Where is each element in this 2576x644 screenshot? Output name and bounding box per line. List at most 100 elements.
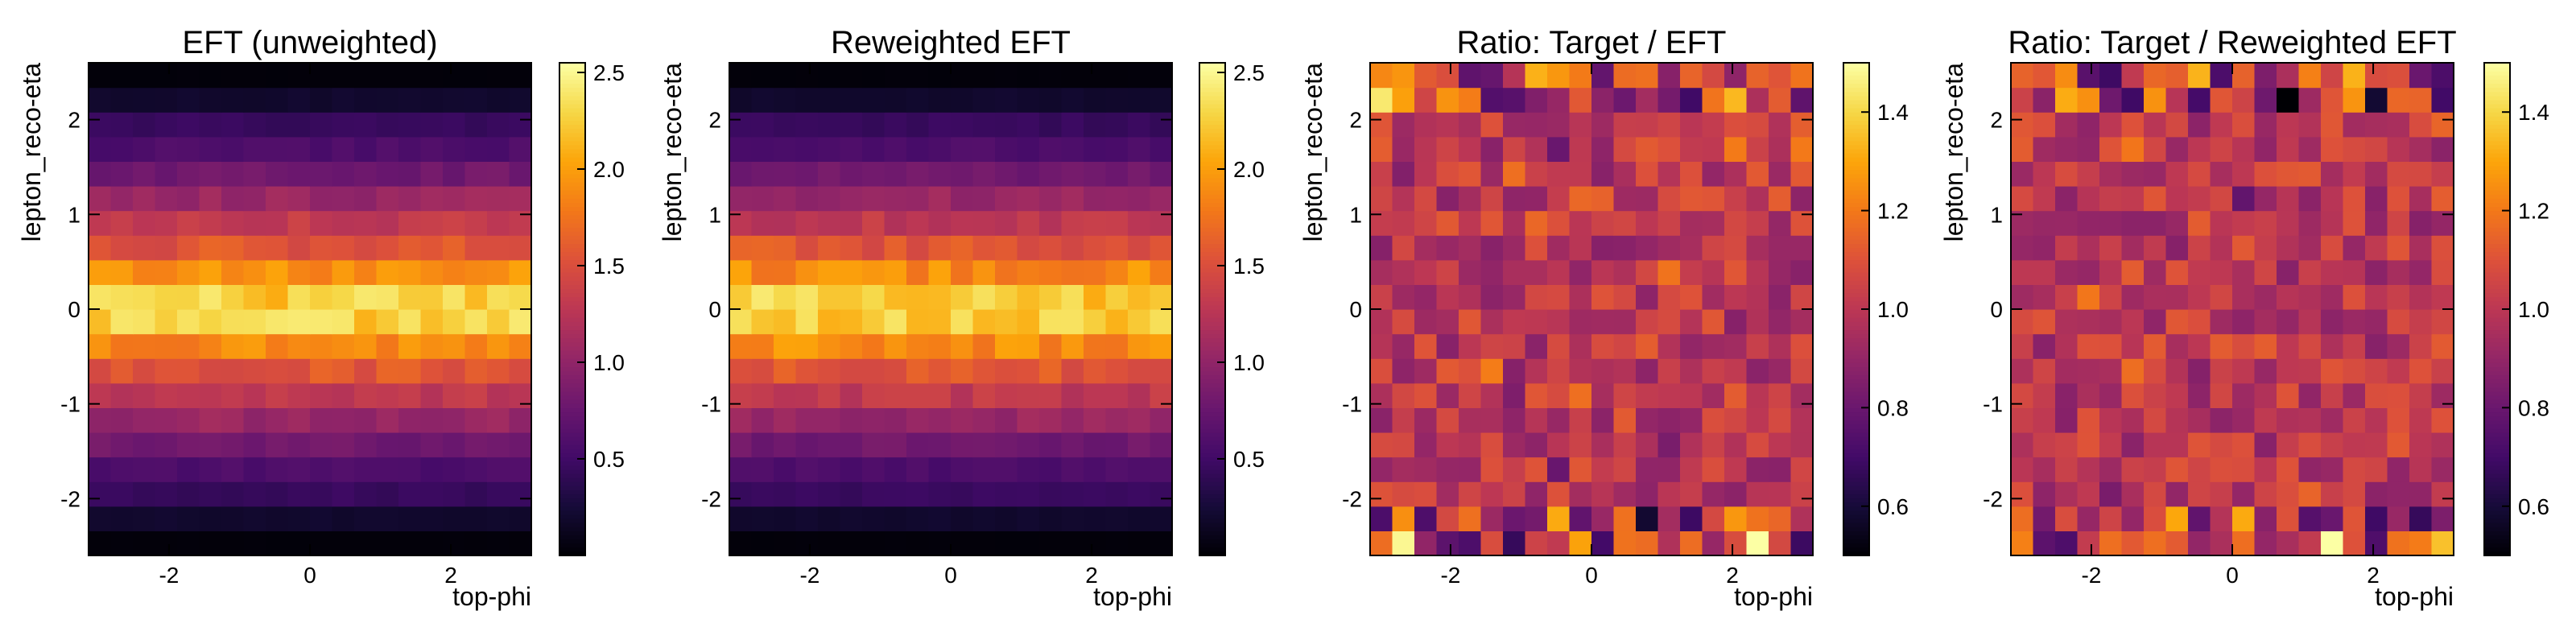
heatmap-cell: [1128, 456, 1151, 482]
heatmap-cell: [89, 136, 112, 162]
heatmap-cell: [774, 210, 797, 236]
heatmap-cell: [1084, 333, 1107, 359]
heatmap-cell: [2188, 407, 2211, 433]
heatmap-cell: [1039, 112, 1063, 138]
heatmap-cell: [2298, 456, 2322, 482]
colorbar-segment: [1843, 231, 1869, 236]
y-tick-label: -1: [1983, 392, 2003, 417]
heatmap-cell: [1017, 333, 1040, 359]
heatmap-cell: [177, 235, 200, 261]
heatmap-cell: [795, 506, 819, 531]
heatmap-cell: [1503, 186, 1526, 212]
heatmap-cell: [774, 432, 797, 458]
colorbar-segment: [1199, 247, 1225, 253]
heatmap-cell: [177, 63, 200, 89]
heatmap-cell: [443, 481, 466, 507]
heatmap-cell: [155, 382, 178, 408]
colorbar-segment: [1843, 198, 1869, 203]
heatmap-cell: [487, 186, 510, 212]
heatmap-cell: [199, 136, 222, 162]
heatmap-cell: [376, 284, 399, 310]
heatmap-cell: [1746, 284, 1769, 310]
colorbar-segment: [2484, 79, 2510, 85]
heatmap-cell: [1128, 161, 1151, 187]
heatmap-cell: [1569, 333, 1592, 359]
colorbar-segment: [559, 448, 585, 454]
heatmap-cell: [1414, 432, 1438, 458]
heatmap-cell: [1084, 136, 1107, 162]
colorbar-segment: [1199, 243, 1225, 249]
heatmap-cell: [1459, 530, 1482, 556]
heatmap-cell: [1480, 87, 1504, 113]
heatmap-cell: [2409, 186, 2433, 212]
colorbar-segment: [2484, 341, 2510, 347]
heatmap-cell: [2277, 87, 2300, 113]
heatmap-cell: [2387, 333, 2410, 359]
heatmap-cell: [2033, 259, 2056, 285]
colorbar-segment: [2484, 206, 2510, 212]
heatmap-cell: [2431, 309, 2454, 335]
heatmap-cell: [2033, 407, 2056, 433]
heatmap-cell: [1503, 112, 1526, 138]
heatmap-cell: [133, 481, 156, 507]
colorbar-segment: [2484, 276, 2510, 281]
heatmap-cell: [2099, 284, 2123, 310]
heatmap-cell: [951, 309, 974, 335]
heatmap-cell: [862, 432, 886, 458]
colorbar-segment: [1199, 448, 1225, 454]
heatmap-cell: [1525, 382, 1548, 408]
heatmap-cell: [177, 309, 200, 335]
heatmap-cell: [487, 235, 510, 261]
heatmap-cell: [243, 481, 266, 507]
heatmap-cell: [1370, 432, 1393, 458]
colorbar-segment: [559, 198, 585, 203]
colorbar-segment: [559, 177, 585, 183]
heatmap-cell: [1128, 481, 1151, 507]
heatmap-cell: [398, 136, 422, 162]
heatmap-cell: [2144, 235, 2167, 261]
heatmap-cell: [1150, 407, 1173, 433]
y-tick-label: 2: [1990, 108, 2003, 133]
heatmap-cell: [287, 112, 311, 138]
heatmap-cell: [2011, 112, 2034, 138]
heatmap-cell: [1480, 382, 1504, 408]
heatmap-cell: [928, 407, 952, 433]
heatmap-cell: [1128, 309, 1151, 335]
heatmap-cell: [2321, 309, 2344, 335]
heatmap-cell: [1547, 87, 1571, 113]
heatmap-cell: [1769, 530, 1792, 556]
heatmap-cell: [2011, 87, 2034, 113]
heatmap-cell: [110, 186, 134, 212]
heatmap-cell: [2121, 432, 2145, 458]
heatmap-cell: [1769, 284, 1792, 310]
heatmap-cell: [774, 136, 797, 162]
colorbar-segment: [2484, 378, 2510, 384]
colorbar-tick-label: 1.0: [1233, 350, 1265, 375]
heatmap-cell: [199, 210, 222, 236]
heatmap-cell: [818, 407, 841, 433]
colorbar-segment: [2484, 547, 2510, 552]
heatmap-cell: [1680, 358, 1703, 384]
heatmap-cell: [951, 136, 974, 162]
heatmap-cell: [2365, 481, 2388, 507]
heatmap-cell: [2298, 259, 2322, 285]
heatmap-cell: [332, 309, 355, 335]
heatmap-cell: [1657, 235, 1681, 261]
colorbar-segment: [1843, 440, 1869, 445]
heatmap-cell: [818, 333, 841, 359]
heatmap-cell: [2055, 63, 2079, 89]
heatmap-cell: [972, 161, 996, 187]
heatmap-cell: [1436, 456, 1459, 482]
heatmap-cell: [2365, 407, 2388, 433]
heatmap-cell: [1414, 530, 1438, 556]
heatmap-cell: [1702, 481, 1725, 507]
colorbar-segment: [1199, 444, 1225, 449]
colorbar-segment: [1199, 452, 1225, 458]
heatmap-cell: [177, 186, 200, 212]
heatmap-cell: [1790, 481, 1814, 507]
heatmap-cell: [1084, 481, 1107, 507]
heatmap-cell: [2254, 530, 2277, 556]
heatmap-cell: [1128, 284, 1151, 310]
heatmap-cell: [2077, 161, 2100, 187]
